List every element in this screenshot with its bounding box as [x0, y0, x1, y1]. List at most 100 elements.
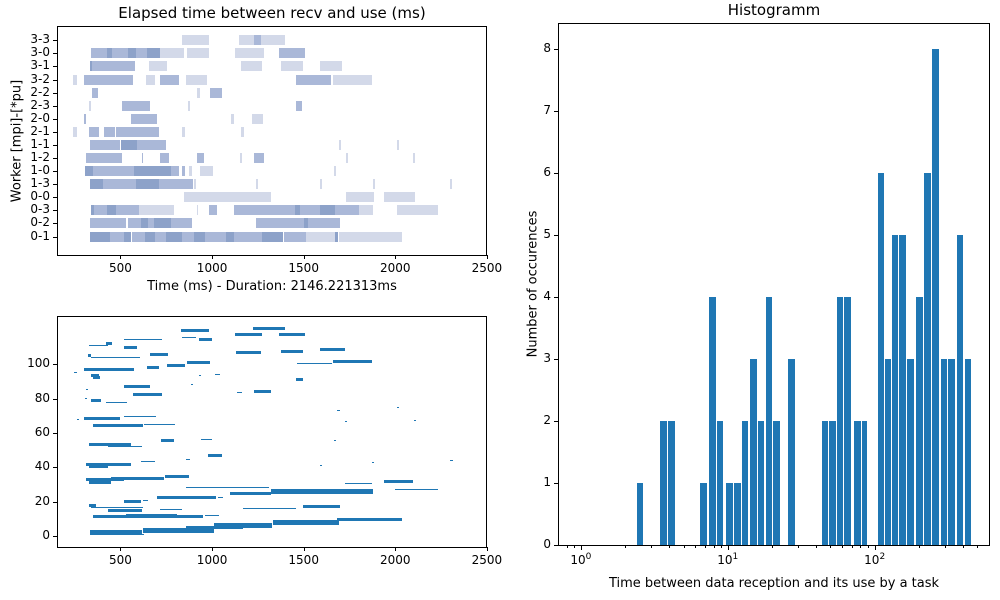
gantt-segment	[159, 48, 184, 59]
hist-x-minor-tick	[867, 545, 869, 548]
gantt-segment	[186, 74, 208, 85]
task-span-segment	[234, 333, 263, 336]
gantt-segment	[120, 139, 137, 150]
hist-x-tick-exponent: 2	[879, 552, 886, 562]
gantt-segment	[209, 205, 218, 216]
gantt-x-tick-label: 1500	[288, 261, 319, 275]
hist-bar	[853, 421, 861, 545]
task-span-segment	[150, 352, 169, 356]
gantt-segment	[209, 87, 223, 98]
hist-bar	[758, 421, 765, 545]
task-spans-y-tick	[53, 432, 57, 434]
gantt-segment	[134, 166, 147, 177]
gantt-segment	[183, 192, 271, 203]
task-span-segment	[182, 337, 196, 339]
gantt-segment	[193, 179, 196, 190]
task-span-segment	[384, 479, 414, 483]
task-span-segment	[198, 338, 212, 341]
gantt-segment	[233, 205, 296, 216]
gantt-segment	[334, 166, 336, 177]
gantt-segment	[170, 166, 180, 177]
hist-y-tick	[554, 48, 558, 50]
gantt-segment	[225, 231, 234, 242]
gantt-y-tick-label: 0-2	[30, 215, 50, 230]
task-span-segment	[337, 518, 402, 522]
gantt-segment	[146, 166, 171, 177]
task-span-segment	[85, 462, 132, 466]
gantt-segment	[253, 153, 264, 164]
hist-x-minor-tick	[721, 545, 723, 548]
gantt-segment	[84, 166, 94, 177]
gantt-segment	[155, 231, 167, 242]
gantt-x-tick	[395, 255, 397, 259]
gantt-segment	[147, 48, 160, 59]
task-span-segment	[272, 520, 339, 526]
gantt-y-tick-label: 3-0	[30, 45, 50, 60]
hist-x-minor-tick	[695, 545, 697, 548]
task-span-segment	[254, 390, 272, 394]
task-spans-plot-inner	[58, 317, 486, 547]
task-span-segment	[190, 384, 193, 386]
gantt-segment	[241, 126, 244, 137]
task-span-segment	[126, 514, 178, 516]
task-span-segment	[89, 345, 109, 347]
gantt-segment	[104, 126, 116, 137]
gantt-segment	[141, 153, 144, 164]
histogram-y-axis-label: Number of occurences	[525, 210, 541, 358]
gantt-segment	[196, 205, 199, 216]
gantt-segment	[89, 179, 104, 190]
gantt-segment	[197, 87, 200, 98]
gantt-segment	[205, 231, 226, 242]
task-span-segment	[371, 462, 374, 464]
gantt-segment	[181, 35, 209, 46]
gantt-x-tick-label: 500	[109, 261, 132, 275]
task-spans-y-tick-label: 80	[34, 390, 50, 405]
gantt-segment	[182, 166, 186, 177]
hist-x-minor-tick	[683, 545, 685, 548]
gantt-segment	[72, 74, 77, 85]
task-span-segment	[186, 526, 244, 530]
gantt-segment	[92, 61, 136, 72]
gantt-segment	[283, 231, 306, 242]
task-span-segment	[166, 364, 186, 368]
hist-bar	[700, 483, 708, 545]
gantt-y-tick	[53, 210, 57, 212]
hist-bar	[916, 296, 924, 545]
hist-x-minor-tick	[860, 545, 862, 548]
task-span-segment	[89, 504, 96, 508]
task-span-segment	[84, 397, 88, 399]
gantt-segment	[256, 179, 258, 190]
task-span-segment	[93, 533, 145, 535]
task-spans-plot-area: 0 20 40 60 80 100 500 1000 1500 2000 2500	[27, 316, 502, 567]
task-span-segment	[160, 509, 182, 511]
gantt-segment	[304, 218, 308, 229]
gantt-segment	[127, 48, 136, 59]
gantt-x-tick	[486, 255, 488, 259]
task-span-segment	[123, 339, 162, 340]
task-span-segment	[213, 522, 273, 528]
task-span-segment	[279, 332, 306, 336]
gantt-segment	[89, 231, 110, 242]
gantt-segment	[115, 205, 139, 216]
gantt-y-axis-label: Worker [mpi]-[*pu]	[9, 79, 25, 203]
gantt-x-axis-label: Time (ms) - Duration: 2146.221313ms	[147, 279, 397, 294]
task-span-segment	[89, 443, 132, 447]
task-span-segment	[302, 504, 340, 508]
task-span-segment	[319, 464, 323, 466]
hist-x-major-tick	[580, 545, 582, 550]
hist-x-minor-tick	[771, 545, 773, 548]
task-span-segment	[270, 489, 374, 495]
task-spans-x-tick-label: 1500	[288, 553, 319, 567]
hist-bar	[734, 483, 741, 545]
hist-x-minor-tick	[574, 545, 576, 548]
task-span-segment	[337, 409, 340, 411]
task-span-segment	[243, 508, 297, 510]
gantt-y-tick-label: 2-3	[30, 97, 50, 112]
task-span-segment	[144, 424, 176, 426]
gantt-segment	[160, 74, 180, 85]
task-span-segment	[208, 454, 223, 458]
gantt-segment	[83, 74, 134, 85]
task-span-segment	[107, 445, 143, 447]
hist-bar	[709, 296, 717, 545]
task-span-segment	[344, 483, 373, 485]
